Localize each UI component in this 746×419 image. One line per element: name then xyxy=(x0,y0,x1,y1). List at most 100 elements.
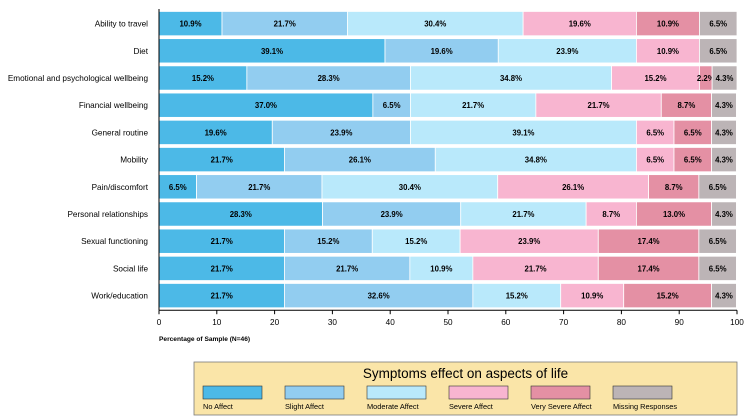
legend-label: No Affect xyxy=(203,402,233,411)
data-label: 19.6% xyxy=(431,47,453,56)
data-label: 21.7% xyxy=(211,156,233,165)
data-label: 6.5% xyxy=(684,156,702,165)
data-label: 23.9% xyxy=(518,237,540,246)
bar-segment xyxy=(648,174,700,200)
data-label: 37.0% xyxy=(255,101,277,110)
legend-swatch xyxy=(448,385,509,400)
data-label: 21.7% xyxy=(462,101,484,110)
data-label: 15.2% xyxy=(192,74,214,83)
bar-segment xyxy=(284,228,373,254)
category-label: Emotional and psychological wellbeing xyxy=(8,74,149,83)
data-label: 23.9% xyxy=(381,210,403,219)
data-label: 15.2% xyxy=(506,292,528,301)
legend-label: Very Severe Affect xyxy=(531,402,592,411)
category-label: Financial wellbeing xyxy=(79,101,149,110)
data-label: 4.3% xyxy=(716,74,734,83)
data-label: 4.3% xyxy=(715,101,733,110)
bar-segment xyxy=(472,283,562,309)
bar-segment xyxy=(284,255,411,281)
data-label: 10.9% xyxy=(657,20,679,29)
data-label: 19.6% xyxy=(569,20,591,29)
bar-segment xyxy=(698,174,737,200)
bar-segment xyxy=(158,65,248,91)
data-label: 34.8% xyxy=(525,156,547,165)
bar-segment xyxy=(699,11,738,37)
data-label: 23.9% xyxy=(556,47,578,56)
bar-segment xyxy=(636,147,675,173)
data-label: 15.2% xyxy=(317,237,339,246)
legend-swatch xyxy=(366,385,427,400)
category-label: Ability to travel xyxy=(95,20,148,29)
data-label: 21.7% xyxy=(274,20,296,29)
bar-segment xyxy=(711,92,737,118)
x-tick-label: 40 xyxy=(386,318,396,327)
category-label: Mobility xyxy=(120,156,149,165)
bar-segment xyxy=(699,38,738,64)
data-label: 23.9% xyxy=(330,128,352,137)
data-label: 6.5% xyxy=(709,264,727,273)
legend-swatch xyxy=(202,385,263,400)
data-label: 10.9% xyxy=(179,20,201,29)
x-axis-title: Percentage of Sample (N=46) xyxy=(159,336,250,343)
data-label: 21.7% xyxy=(211,264,233,273)
bars-layer: Ability to travel 10.9% 21.7% 30.4% 19.6% 10.… xyxy=(8,11,738,309)
data-label: 2.2% xyxy=(697,74,715,83)
bar-segment xyxy=(636,11,700,37)
data-label: 6.5% xyxy=(709,47,727,56)
bar-segment xyxy=(434,147,637,173)
x-tick-label: 20 xyxy=(270,318,280,327)
data-label: 17.4% xyxy=(638,237,660,246)
bar-segment xyxy=(560,283,625,309)
data-label: 13.0% xyxy=(663,210,685,219)
bar-segment xyxy=(711,201,737,227)
bar-segment xyxy=(636,119,675,145)
data-label: 6.5% xyxy=(709,183,727,192)
data-label: 4.3% xyxy=(715,128,733,137)
bar-segment xyxy=(158,119,273,145)
data-label: 6.5% xyxy=(646,128,664,137)
data-label: 6.5% xyxy=(383,101,401,110)
bar-segment xyxy=(322,201,462,227)
bar-segment xyxy=(698,228,737,254)
bar-segment xyxy=(460,201,587,227)
bar-segment xyxy=(158,147,285,173)
data-label: 21.7% xyxy=(211,237,233,246)
bar-segment xyxy=(711,283,737,309)
legend-label: Severe Affect xyxy=(449,402,493,411)
bar-segment xyxy=(597,255,700,281)
data-label: 8.7% xyxy=(602,210,620,219)
x-tick-label: 10 xyxy=(212,318,222,327)
x-tick-label: 0 xyxy=(157,318,162,327)
data-label: 6.5% xyxy=(709,20,727,29)
bar-segment xyxy=(459,228,599,254)
bar-segment xyxy=(158,283,285,309)
legend-label: Missing Responses xyxy=(613,402,677,411)
category-label: Social life xyxy=(113,264,148,273)
x-tick-label: 70 xyxy=(559,318,569,327)
data-label: 6.5% xyxy=(169,183,187,192)
category-label: Sexual functioning xyxy=(81,237,148,246)
data-label: 15.2% xyxy=(657,292,679,301)
x-axis: 0 10 20 30 40 50 60 70 80 90 100 xyxy=(157,9,744,327)
category-label: Personal relationships xyxy=(67,210,148,219)
bar-segment xyxy=(410,65,612,91)
bar-segment xyxy=(711,119,737,145)
data-label: 30.4% xyxy=(424,20,446,29)
x-tick-label: 100 xyxy=(730,318,744,327)
data-label: 4.3% xyxy=(715,156,733,165)
data-label: 26.1% xyxy=(349,156,371,165)
data-label: 10.9% xyxy=(430,264,452,273)
bar-segment xyxy=(158,11,223,37)
x-tick-label: 90 xyxy=(675,318,685,327)
data-label: 28.3% xyxy=(318,74,340,83)
data-label: 19.6% xyxy=(205,128,227,137)
bar-segment xyxy=(384,38,499,64)
bar-segment xyxy=(636,38,700,64)
data-label: 21.7% xyxy=(336,264,358,273)
data-label: 6.5% xyxy=(684,128,702,137)
bar-segment xyxy=(271,119,411,145)
bar-segment xyxy=(497,38,637,64)
bar-segment xyxy=(221,11,348,37)
data-label: 26.1% xyxy=(562,183,584,192)
category-label: General routine xyxy=(92,128,149,137)
